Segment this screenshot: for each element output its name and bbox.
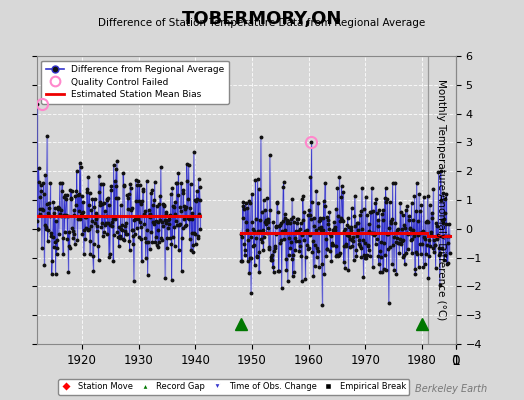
Text: TOBERMORY,ON: TOBERMORY,ON — [182, 10, 342, 28]
Legend: Station Move, Record Gap, Time of Obs. Change, Empirical Break: Station Move, Record Gap, Time of Obs. C… — [58, 379, 409, 394]
Y-axis label: Monthly Temperature Anomaly Difference (°C): Monthly Temperature Anomaly Difference (… — [436, 79, 446, 321]
Text: Difference of Station Temperature Data from Regional Average: Difference of Station Temperature Data f… — [99, 18, 425, 28]
Text: Berkeley Earth: Berkeley Earth — [415, 384, 487, 394]
